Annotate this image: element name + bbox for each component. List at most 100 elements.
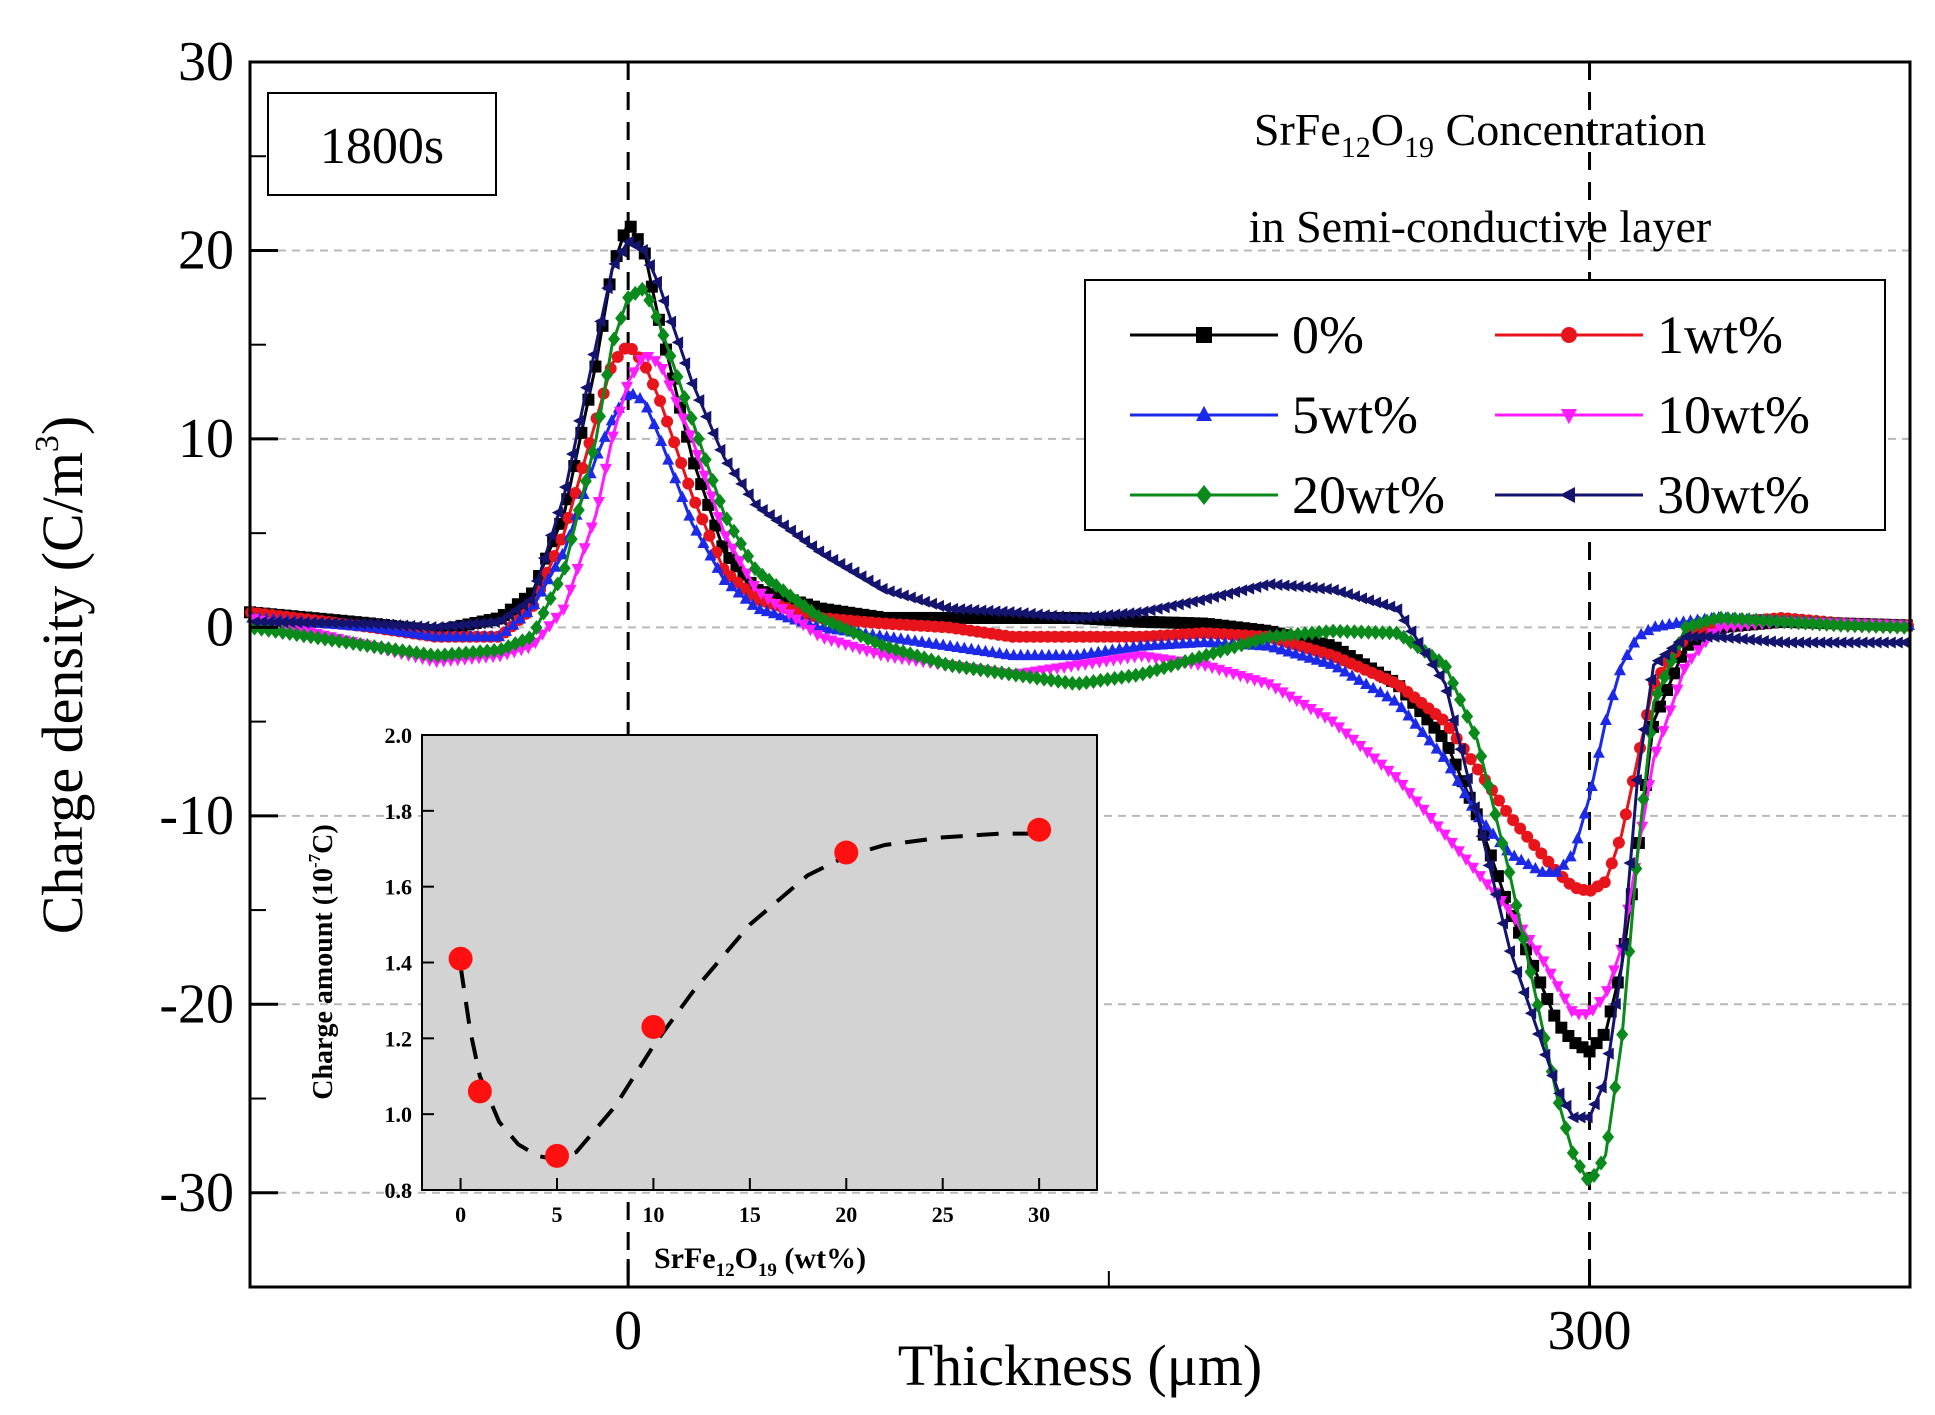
inset-y-tick-label: 1.8	[385, 799, 413, 824]
data-point	[1290, 695, 1303, 708]
data-point	[904, 591, 916, 604]
data-point	[1437, 750, 1450, 762]
data-point	[408, 626, 421, 639]
data-point	[1630, 774, 1642, 787]
data-point	[1306, 625, 1319, 641]
data-point	[1052, 673, 1065, 689]
data-point	[1339, 665, 1352, 677]
data-point	[1268, 640, 1281, 653]
data-point	[1115, 607, 1128, 620]
data-point	[1444, 762, 1457, 774]
data-point	[1552, 1087, 1565, 1100]
inset-y-tick-label: 1.6	[385, 875, 413, 900]
data-point	[705, 491, 718, 503]
data-point	[396, 643, 409, 659]
data-point	[1535, 847, 1548, 860]
data-point	[401, 625, 414, 638]
data-point	[537, 552, 550, 565]
data-point	[1820, 636, 1833, 649]
data-point	[599, 463, 612, 476]
data-point	[1658, 669, 1671, 685]
data-point	[1685, 653, 1698, 666]
data-point	[1598, 876, 1611, 889]
data-point	[1214, 589, 1226, 602]
data-point	[676, 490, 689, 502]
data-point	[1778, 636, 1790, 649]
data-point	[654, 394, 667, 407]
data-point	[675, 456, 688, 469]
data-point	[1586, 1005, 1599, 1017]
data-point	[1692, 645, 1705, 657]
data-point	[1855, 618, 1868, 634]
data-point	[930, 637, 943, 649]
data-point	[749, 561, 762, 577]
data-point	[1172, 598, 1184, 611]
legend-label: 1wt%	[1657, 305, 1783, 365]
data-point	[1454, 692, 1467, 708]
data-point	[1009, 667, 1022, 683]
data-point	[1360, 677, 1373, 689]
inset-data-point	[448, 946, 473, 971]
data-point	[460, 618, 472, 631]
data-point	[530, 620, 543, 636]
data-point	[1299, 581, 1311, 594]
data-point	[326, 617, 338, 630]
data-point	[556, 547, 569, 560]
data-point	[1376, 598, 1389, 611]
data-point	[1503, 864, 1516, 880]
data-point	[298, 616, 310, 629]
data-point	[1480, 819, 1493, 831]
data-point	[974, 604, 987, 617]
data-point	[728, 467, 740, 480]
data-point	[974, 662, 987, 678]
data-point	[1072, 660, 1085, 672]
data-point	[1609, 1079, 1622, 1095]
main-x-ticks: 0 300	[614, 1259, 1632, 1362]
data-point	[1419, 647, 1431, 660]
data-point	[1058, 662, 1071, 674]
data-point	[1320, 583, 1332, 596]
data-point	[326, 632, 339, 648]
data-point	[592, 496, 605, 509]
data-point	[1080, 611, 1093, 624]
data-point	[747, 580, 760, 593]
data-point	[1073, 676, 1086, 692]
y-tick-label: -30	[159, 1162, 234, 1224]
data-point	[951, 640, 964, 653]
inset-x-tick-label: 0	[455, 1202, 466, 1227]
data-point	[734, 536, 747, 552]
data-point	[1468, 725, 1481, 741]
data-point	[944, 639, 957, 651]
data-point	[1296, 649, 1309, 661]
data-point	[1599, 713, 1612, 725]
data-point	[643, 259, 655, 272]
data-point	[1481, 879, 1494, 891]
data-point	[887, 631, 900, 643]
data-point	[573, 414, 585, 427]
data-point	[1545, 1069, 1558, 1082]
data-point	[1489, 888, 1501, 901]
data-point	[1510, 898, 1523, 914]
data-point	[1094, 672, 1107, 688]
data-point	[1101, 609, 1114, 622]
data-point	[817, 620, 830, 633]
data-point	[1261, 639, 1274, 651]
data-point	[1396, 779, 1409, 792]
data-point	[1317, 655, 1330, 667]
data-point	[1597, 1028, 1610, 1041]
data-point	[805, 540, 818, 553]
data-point	[1024, 607, 1036, 620]
data-point	[1799, 636, 1812, 649]
data-point	[754, 588, 767, 601]
data-point	[1454, 743, 1466, 756]
data-point	[1672, 636, 1685, 649]
data-point	[713, 493, 726, 509]
data-point	[811, 630, 824, 642]
data-point	[1658, 648, 1671, 661]
data-point	[452, 646, 465, 662]
data-point	[1382, 765, 1395, 778]
data-point	[1334, 623, 1347, 639]
data-point	[1559, 1120, 1572, 1136]
data-point	[1595, 1081, 1607, 1094]
data-point	[958, 641, 971, 654]
